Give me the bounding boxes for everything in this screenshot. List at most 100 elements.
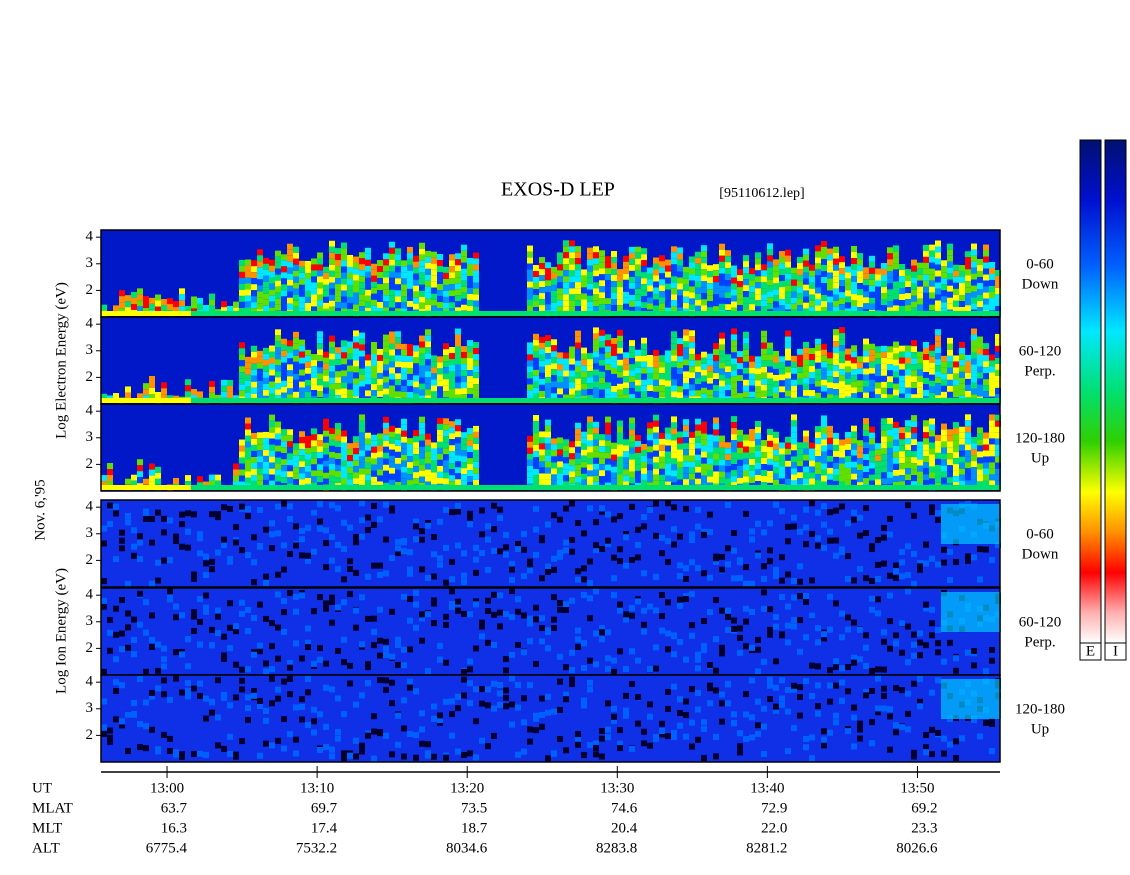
spectrogram-cell <box>815 542 821 549</box>
spectrogram-cell <box>683 284 689 291</box>
spectrogram-cell <box>323 290 329 297</box>
spectrogram-cell <box>329 557 335 564</box>
spectrogram-cell <box>719 291 725 298</box>
spectrogram-cell <box>299 485 305 490</box>
spectrogram-cell <box>581 449 587 456</box>
spectrogram-cell <box>863 430 869 437</box>
spectrogram-cell <box>515 546 521 553</box>
spectrogram-cell <box>749 580 755 587</box>
spectrogram-cell <box>977 294 983 301</box>
spectrogram-cell <box>593 306 599 313</box>
spectrogram-cell <box>245 465 251 472</box>
spectrogram-cell <box>377 463 383 470</box>
spectrogram-cell <box>827 449 833 456</box>
spectrogram-cell <box>911 301 917 308</box>
spectrogram-cell <box>347 377 353 384</box>
spectrogram-cell <box>383 440 389 447</box>
spectrogram-cell <box>653 444 659 451</box>
spectrogram-cell <box>113 311 119 316</box>
spectrogram-cell <box>257 474 263 481</box>
spectrogram-cell <box>377 278 383 285</box>
spectrogram-cell <box>653 311 659 316</box>
spectrogram-cell <box>851 281 857 288</box>
spectrogram-cell <box>173 614 179 621</box>
spectrogram-cell <box>713 373 719 380</box>
spectrogram-cell <box>503 398 509 403</box>
spectrogram-cell <box>671 428 677 435</box>
spectrogram-cell <box>833 468 839 475</box>
spectrogram-cell <box>605 304 611 311</box>
spectrogram-cell <box>431 305 437 312</box>
spectrogram-cell <box>671 337 677 344</box>
spectrogram-cell <box>575 458 581 465</box>
spectrogram-cell <box>473 544 479 551</box>
spectrogram-cell <box>551 462 557 469</box>
spectrogram-cell <box>275 286 281 293</box>
spectrogram-cell <box>527 398 533 403</box>
spectrogram-cell <box>815 287 821 294</box>
spectrogram-cell <box>149 463 155 470</box>
spectrogram-cell <box>581 383 587 390</box>
spectrogram-cell <box>395 427 401 434</box>
spectrogram-cell <box>815 480 821 487</box>
spectrogram-cell <box>275 624 281 631</box>
spectrogram-cell <box>467 428 473 435</box>
spectrogram-cell <box>323 436 329 443</box>
spectrogram-cell <box>833 371 839 378</box>
spectrogram-cell <box>617 558 623 565</box>
spectrogram-cell <box>467 370 473 377</box>
spectrogram-cell <box>569 649 575 656</box>
spectrogram-cell <box>785 273 791 280</box>
spectrogram-cell <box>257 648 263 655</box>
spectrogram-cell <box>719 344 725 351</box>
spectrogram-cell <box>773 398 779 403</box>
spectrogram-cell <box>443 278 449 285</box>
spectrogram-cell <box>785 303 791 310</box>
spectrogram-cell <box>743 303 749 310</box>
spectrogram-cell <box>635 294 641 301</box>
spectrogram-cell <box>695 418 701 425</box>
spectrogram-cell <box>437 459 443 466</box>
spectrogram-cell <box>251 363 257 370</box>
spectrogram-cell <box>665 469 671 476</box>
spectrogram-cell <box>971 255 977 262</box>
spectrogram-cell <box>431 269 437 276</box>
spectrogram-cell <box>977 384 983 391</box>
spectrogram-cell <box>905 375 911 382</box>
spectrogram-cell <box>629 340 635 347</box>
spectrogram-cell <box>377 451 383 458</box>
spectrogram-cell <box>611 299 617 306</box>
spectrogram-cell <box>719 356 725 363</box>
spectrogram-cell <box>569 500 575 507</box>
spectrogram-cell <box>887 346 893 353</box>
spectrogram-cell <box>695 390 701 397</box>
spectrogram-cell <box>593 363 599 370</box>
spectrogram-cell <box>767 398 773 403</box>
spectrogram-cell <box>461 462 467 469</box>
spectrogram-cell <box>341 576 347 583</box>
spectrogram-cell <box>851 263 857 270</box>
spectrogram-cell <box>815 263 821 270</box>
y-axis-label: Log Ion Energy (eV) <box>53 568 69 694</box>
spectrogram-cell <box>551 290 557 297</box>
spectrogram-cell <box>995 293 1001 300</box>
spectrogram-cell <box>695 565 701 572</box>
spectrogram-cell <box>677 455 683 462</box>
spectrogram-cell <box>293 306 299 313</box>
spectrogram-cell <box>821 457 827 464</box>
spectrogram-cell <box>689 431 695 438</box>
spectrogram-cell <box>365 295 371 302</box>
spectrogram-cell <box>257 398 263 403</box>
spectrogram-cell <box>527 465 533 472</box>
spectrogram-cell <box>677 350 683 357</box>
spectrogram-cell <box>803 365 809 372</box>
file-label: [95110612.lep] <box>719 186 804 201</box>
spectrogram-cell <box>683 359 689 366</box>
spectrogram-cell <box>755 520 761 527</box>
spectrogram-cell <box>689 330 695 337</box>
spectrogram-cell <box>743 297 749 304</box>
spectrogram-cell <box>695 275 701 282</box>
spectrogram-cell <box>263 269 269 276</box>
spectrogram-cell <box>899 433 905 440</box>
spectrogram-cell <box>857 464 863 471</box>
